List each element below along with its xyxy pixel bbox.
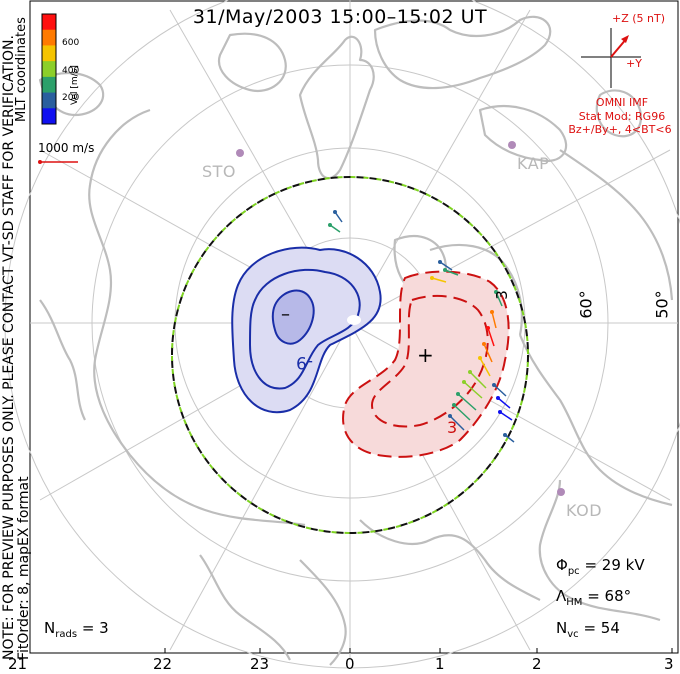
mlt-label-2: 2 xyxy=(532,655,542,673)
mlt-label-0: 0 xyxy=(345,655,355,673)
colorbar-segment xyxy=(42,76,56,94)
positive-potential-cell xyxy=(342,270,510,458)
imf-y-label: +Y xyxy=(626,57,642,70)
mlt-label-3: 3 xyxy=(664,655,674,673)
nrads-sub: rads xyxy=(55,629,78,640)
colorbar-border xyxy=(41,13,57,125)
nrads-symbol: N xyxy=(44,619,56,637)
colorbar-segment xyxy=(42,45,56,62)
velocity-vectors xyxy=(328,210,515,443)
colorbar-tick-400: 400 xyxy=(62,66,80,76)
imf-dial xyxy=(581,28,641,88)
scale-vector-label: 1000 m/s xyxy=(38,141,95,155)
preview-note: NOTE: FOR PREVIEW PURPOSES ONLY. PLEASE … xyxy=(1,35,17,660)
lat-label-50: 50° xyxy=(652,290,672,319)
stat-hm-latitude: ΛHM = 68° xyxy=(556,587,631,608)
negative-potential-cell xyxy=(231,246,382,414)
colorbar-segment xyxy=(42,92,56,109)
coordinates-label: MLT coordinates xyxy=(14,17,29,122)
stat-nvc: Nvc = 54 xyxy=(556,619,620,640)
fit-order-note: FitOrder: 8, mapEX format xyxy=(16,476,32,660)
phi-value: = 29 kV xyxy=(584,556,645,574)
contour-label-neg: -9 xyxy=(296,352,313,372)
mlt-label-23: 23 xyxy=(250,655,270,673)
phi-symbol: Φ xyxy=(556,556,568,574)
mlt-label-22: 22 xyxy=(153,655,173,673)
imf-model: Stat Mod: RG96 xyxy=(578,110,666,123)
nvc-value: = 54 xyxy=(583,619,620,637)
map-title: 31/May/2003 15:00–15:02 UT xyxy=(192,6,488,28)
imf-z-label: +Z (5 nT) xyxy=(612,12,666,25)
contour-label-pos-edge: 3 xyxy=(492,290,511,300)
lambda-sub: HM xyxy=(566,597,583,608)
colorbar-tick-200: 200 xyxy=(62,93,80,103)
pole-marker xyxy=(347,315,361,325)
colorbar-segment xyxy=(42,29,56,46)
mlt-label-1: 1 xyxy=(435,655,445,673)
coastlines xyxy=(38,15,674,666)
nvc-sub: vc xyxy=(567,629,579,640)
stat-potential: Φpc = 29 kV xyxy=(556,556,645,577)
contour-label-pos: 3 xyxy=(447,418,458,437)
stat-nrads: Nrads = 3 xyxy=(44,619,109,640)
potential-min-marker: – xyxy=(281,304,290,325)
potential-max-marker: + xyxy=(417,343,434,367)
hm-boundary-black xyxy=(171,176,529,534)
left-notes: NOTE: FOR PREVIEW PURPOSES ONLY. PLEASE … xyxy=(1,35,32,660)
colorbar-segment xyxy=(42,61,56,78)
lambda-value: = 68° xyxy=(587,587,632,605)
station-markers xyxy=(236,141,565,496)
plot-frame xyxy=(29,0,679,654)
colorbar-tick-600: 600 xyxy=(62,38,80,48)
velocity-colorbar xyxy=(41,13,57,125)
colorbar-segment xyxy=(42,108,56,125)
nrads-value: = 3 xyxy=(81,619,109,637)
station-kod: KOD xyxy=(566,501,603,520)
phi-sub: pc xyxy=(567,566,580,577)
colorbar-segment xyxy=(42,14,56,31)
lat-label-60: 60° xyxy=(576,290,596,319)
imf-condition: Bz+/By+, 4<BT<6 xyxy=(568,123,672,136)
lambda-symbol: Λ xyxy=(556,587,567,605)
station-sto: STO xyxy=(202,162,237,181)
mlt-axis-ticks xyxy=(29,648,673,653)
nvc-symbol: N xyxy=(556,619,568,637)
scale-vector xyxy=(38,160,78,164)
mlt-label-21: 21 xyxy=(8,655,28,673)
imf-source: OMNI IMF xyxy=(595,96,649,109)
station-kap: KAP xyxy=(517,154,550,173)
